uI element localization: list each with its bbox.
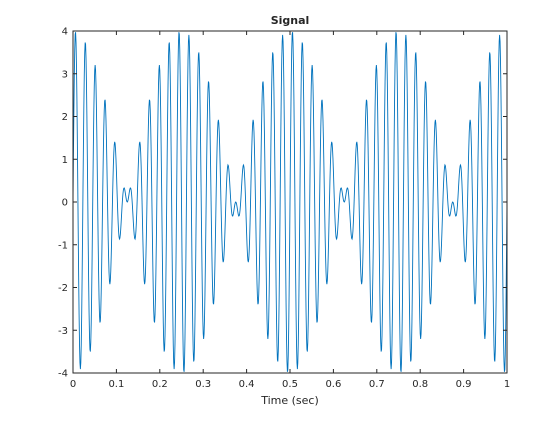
y-tick-label: 1 bbox=[62, 155, 68, 166]
x-tick-label: 1 bbox=[504, 379, 510, 390]
x-axis-ticks: 0 0.1 0.2 0.3 0.4 0.5 0.6 0.7 0.8 0.9 1 bbox=[70, 31, 510, 390]
x-tick-label: 0.9 bbox=[456, 379, 472, 390]
y-axis-ticks: -4 -3 -2 -1 0 1 2 3 4 bbox=[58, 27, 507, 380]
x-tick-label: 0.1 bbox=[108, 379, 124, 390]
y-tick-label: 0 bbox=[62, 198, 68, 209]
x-tick-label: 0.2 bbox=[152, 379, 168, 390]
y-tick-label: 4 bbox=[62, 27, 68, 38]
x-tick-label: 0.6 bbox=[325, 379, 341, 390]
x-tick-label: 0 bbox=[70, 379, 76, 390]
chart-title: Signal bbox=[271, 14, 310, 27]
x-tick-label: 0.3 bbox=[195, 379, 211, 390]
y-tick-label: -2 bbox=[58, 283, 68, 294]
x-tick-label: 0.4 bbox=[239, 379, 255, 390]
y-tick-label: 3 bbox=[62, 69, 68, 80]
y-tick-label: -3 bbox=[58, 326, 68, 337]
signal-line bbox=[72, 32, 508, 372]
y-tick-label: -4 bbox=[58, 369, 68, 380]
x-tick-label: 0.5 bbox=[282, 379, 298, 390]
y-tick-label: 2 bbox=[62, 112, 68, 123]
x-tick-label: 0.8 bbox=[412, 379, 428, 390]
series-layer bbox=[72, 32, 508, 372]
x-axis-title: Time (sec) bbox=[260, 394, 319, 407]
y-tick-label: -1 bbox=[58, 240, 68, 251]
x-tick-label: 0.7 bbox=[369, 379, 385, 390]
